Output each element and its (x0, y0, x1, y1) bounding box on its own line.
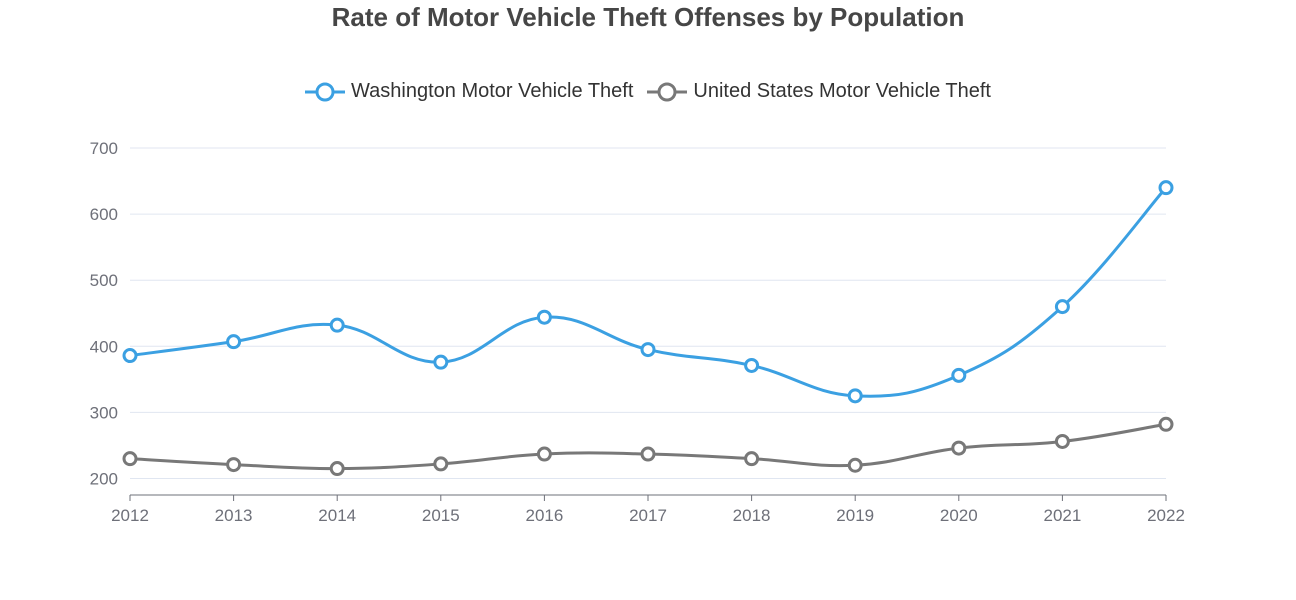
x-tick-label: 2021 (1043, 506, 1081, 525)
data-point-washington[interactable] (433, 354, 449, 370)
series-line-washington (129, 186, 1168, 398)
data-point-washington[interactable] (951, 367, 967, 383)
data-point-united-states[interactable] (744, 451, 760, 467)
data-point-united-states[interactable] (640, 446, 656, 462)
data-point-washington[interactable] (847, 388, 863, 404)
data-point-united-states[interactable] (1158, 416, 1174, 432)
data-point-washington[interactable] (329, 317, 345, 333)
data-point-united-states[interactable] (536, 446, 552, 462)
x-tick-label: 2014 (318, 506, 356, 525)
x-tick-label: 2020 (940, 506, 978, 525)
data-point-washington[interactable] (744, 357, 760, 373)
data-point-united-states[interactable] (1054, 433, 1070, 449)
data-point-washington[interactable] (1054, 299, 1070, 315)
x-tick-label: 2015 (422, 506, 460, 525)
legend-label-united-states: United States Motor Vehicle Theft (693, 80, 991, 102)
x-tick-label: 2012 (111, 506, 149, 525)
y-tick-label: 700 (90, 139, 118, 158)
x-tick-label: 2016 (525, 506, 563, 525)
y-tick-label: 600 (90, 205, 118, 224)
series-line-united-states (129, 422, 1167, 471)
data-point-washington[interactable] (640, 342, 656, 358)
data-point-united-states[interactable] (329, 461, 345, 477)
x-tick-label: 2019 (836, 506, 874, 525)
y-tick-label: 500 (90, 271, 118, 290)
y-tick-label: 300 (90, 403, 118, 422)
data-point-united-states[interactable] (951, 440, 967, 456)
legend-label-washington: Washington Motor Vehicle Theft (351, 80, 634, 102)
legend-item-united-states[interactable]: United States Motor Vehicle Theft (647, 80, 991, 103)
y-tick-label: 200 (90, 469, 118, 488)
data-point-united-states[interactable] (847, 457, 863, 473)
data-point-united-states[interactable] (226, 457, 242, 473)
legend: Washington Motor Vehicle Theft United St… (0, 80, 1296, 103)
data-point-washington[interactable] (122, 348, 138, 364)
legend-marker-united-states (647, 82, 688, 101)
legend-item-washington[interactable]: Washington Motor Vehicle Theft (305, 80, 633, 103)
data-point-united-states[interactable] (433, 456, 449, 472)
y-tick-label: 400 (90, 337, 118, 356)
x-tick-label: 2013 (215, 506, 253, 525)
data-point-washington[interactable] (226, 334, 242, 350)
chart-title: Rate of Motor Vehicle Theft Offenses by … (331, 2, 965, 32)
data-point-united-states[interactable] (122, 451, 138, 467)
data-point-washington[interactable] (536, 309, 552, 325)
legend-marker-washington (305, 82, 346, 101)
x-tick-label: 2022 (1147, 506, 1185, 525)
data-point-washington[interactable] (1158, 180, 1174, 196)
x-tick-label: 2018 (733, 506, 771, 525)
x-tick-label: 2017 (629, 506, 667, 525)
